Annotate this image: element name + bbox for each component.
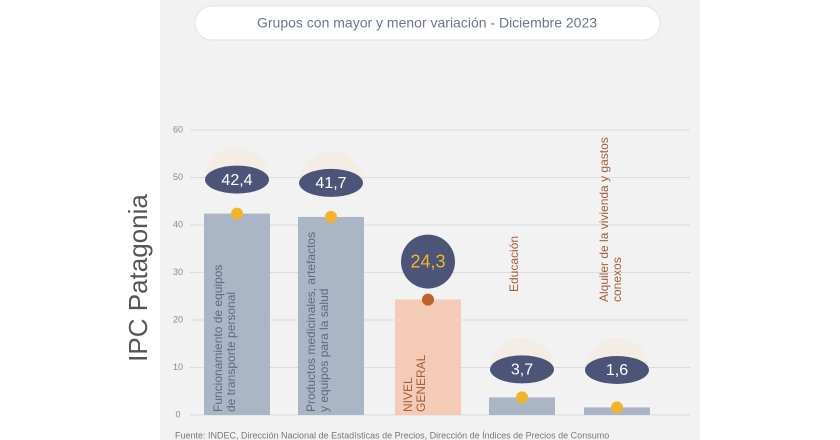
- category-label: Educación: [507, 235, 521, 292]
- y-tick-label: 50: [173, 172, 183, 182]
- bar-dot: [325, 210, 337, 223]
- bubble: [401, 234, 455, 289]
- y-tick-label: 0: [175, 409, 180, 419]
- value-label: 41,7: [315, 175, 346, 192]
- source: Fuente: INDEC, Dirección Nacional de Est…: [175, 430, 609, 440]
- value-label: 24,3: [410, 251, 445, 271]
- bubble: [205, 165, 269, 194]
- bar-dot: [231, 207, 243, 220]
- bar-dot: [516, 391, 528, 404]
- y-tick-label: 10: [173, 362, 183, 372]
- value-label: 3,7: [511, 362, 533, 379]
- category-label: Alquiler de la vivienda y gastos conexos: [597, 137, 624, 302]
- chart-title: Grupos con mayor y menor variación - Dic…: [257, 15, 597, 31]
- y-tick-label: 20: [173, 314, 183, 324]
- y-tick-label: 40: [173, 219, 183, 229]
- bar-dot: [611, 401, 623, 414]
- bubble: [490, 355, 554, 384]
- category-label: Productos medicinales, artefactos y equi…: [304, 231, 331, 412]
- bubble: [585, 356, 649, 384]
- bar-dot: [422, 293, 434, 306]
- category-label: NIVEL GENERAL: [401, 354, 428, 412]
- y-tick-label: 30: [173, 267, 183, 277]
- value-label: 1,6: [606, 362, 628, 379]
- value-label: 42,4: [221, 172, 252, 189]
- bar: [395, 299, 461, 415]
- y-tick-label: 60: [173, 124, 183, 134]
- category-label: Funcionamiento de equipos de transporte …: [211, 264, 238, 412]
- bar: [204, 213, 270, 415]
- title-pill: [194, 5, 661, 41]
- y-axis-label: IPC Patagonia: [123, 194, 153, 362]
- bubble: [299, 168, 363, 197]
- bar: [298, 216, 364, 415]
- bar: [489, 397, 555, 415]
